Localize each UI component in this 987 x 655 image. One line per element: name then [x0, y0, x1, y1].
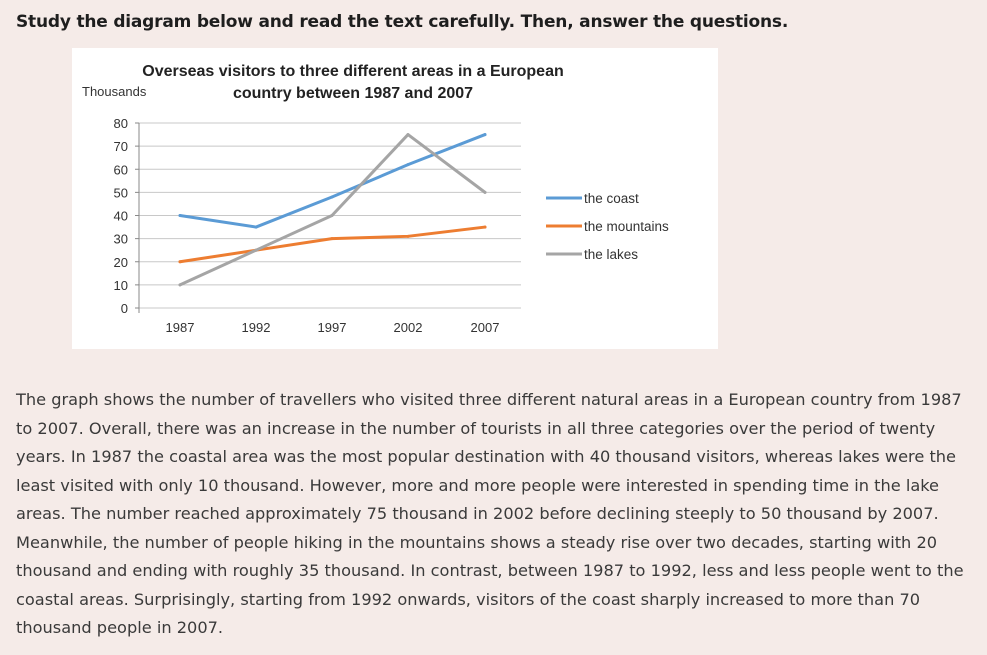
x-tick-label: 1992 [242, 320, 271, 335]
data-point [483, 225, 487, 229]
data-point [406, 163, 410, 167]
x-tick-label: 2007 [471, 320, 500, 335]
data-point [178, 214, 182, 217]
data-point [178, 260, 182, 264]
y-tick-label: 30 [114, 232, 128, 247]
legend-label: the lakes [584, 247, 638, 262]
y-axis-label: Thousands [82, 84, 147, 99]
legend-label: the mountains [584, 219, 669, 234]
y-tick-label: 10 [114, 278, 128, 293]
series-line-the-mountains [178, 225, 487, 264]
data-point [406, 234, 410, 238]
chart-title-line2: country between 1987 and 2007 [233, 85, 473, 102]
data-point [483, 133, 487, 137]
line-chart: Overseas visitors to three different are… [72, 48, 718, 349]
x-tick-label: 2002 [394, 320, 423, 335]
data-point [330, 214, 334, 217]
instruction-heading: Study the diagram below and read the tex… [16, 12, 789, 32]
y-tick-label: 20 [114, 255, 128, 270]
data-point [330, 195, 334, 199]
series-line-the-lakes [178, 133, 487, 287]
data-point [483, 190, 487, 194]
legend-label: the coast [584, 191, 639, 206]
y-tick-label: 80 [114, 116, 128, 131]
y-tick-label: 40 [114, 209, 128, 224]
reading-passage: The graph shows the number of travellers… [16, 390, 964, 637]
data-point [254, 248, 258, 252]
x-tick-label: 1997 [318, 320, 347, 335]
y-tick-label: 0 [121, 301, 128, 316]
x-tick-label: 1987 [166, 320, 195, 335]
chart-title-line1: Overseas visitors to three different are… [142, 63, 564, 80]
data-point [254, 225, 258, 229]
y-tick-label: 50 [114, 185, 128, 200]
data-point [178, 283, 182, 287]
y-tick-label: 70 [114, 139, 128, 154]
y-tick-label: 60 [114, 162, 128, 177]
data-point [406, 133, 410, 137]
data-point [330, 237, 334, 241]
chart-svg: Overseas visitors to three different are… [82, 63, 669, 335]
